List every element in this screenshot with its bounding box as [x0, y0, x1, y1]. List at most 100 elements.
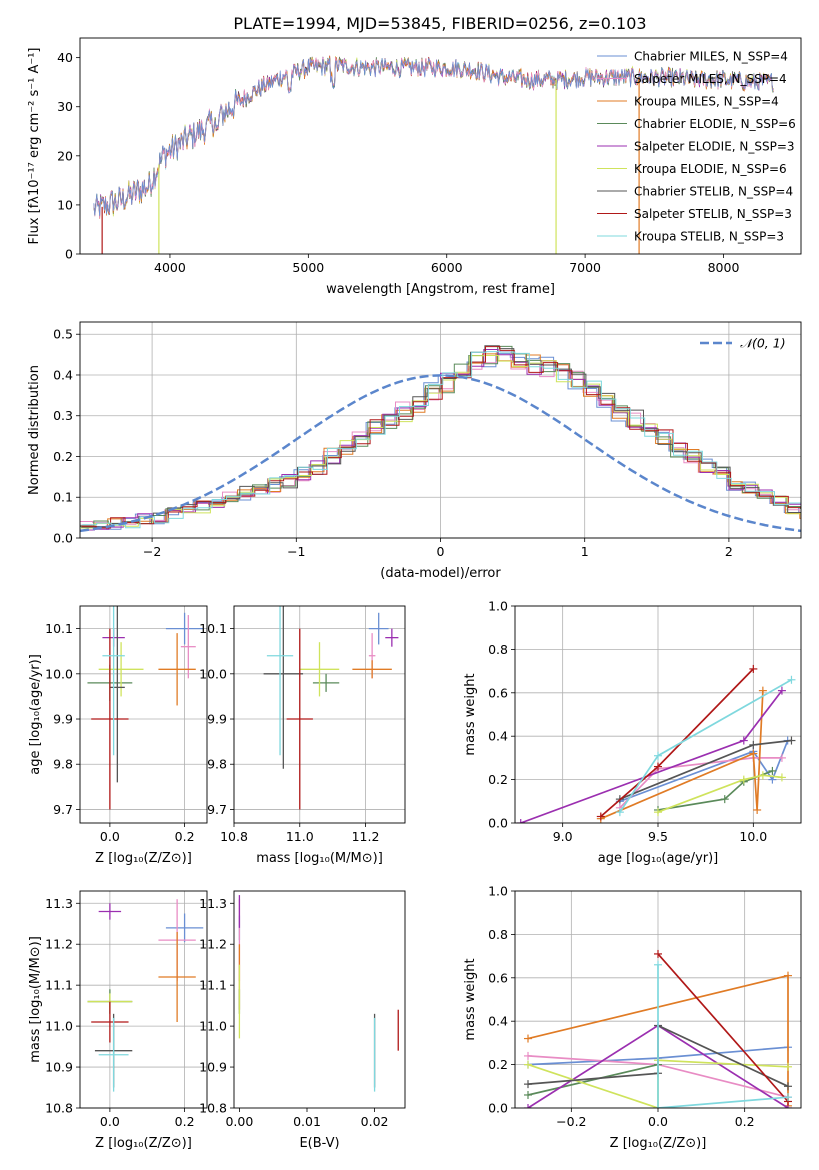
y-tick-label: 0.4 [488, 1014, 508, 1029]
y-axis-label: age [log₁₀(age/yr)] [28, 654, 43, 775]
y-tick-label: 0.8 [488, 642, 508, 657]
x-tick-label: 1 [581, 544, 589, 559]
panel-spectrum: 4000 5000 6000 7000 8000 0 10 20 30 40 wavelength … [27, 37, 802, 297]
legend-label-chabrier-stelib: Chabrier STELIB, N_SSP=4 [634, 185, 793, 199]
y-tick-label: 0.0 [488, 816, 508, 831]
x-tick-label: 9.0 [553, 829, 573, 844]
marker-chabrier-elodie [524, 1090, 532, 1099]
errorbar-salpeter-stelib [91, 628, 129, 810]
plot-area [87, 606, 204, 810]
marker-chabrier-stelib [749, 740, 758, 749]
x-tick-label: −0.2 [556, 1114, 586, 1129]
y-tick-label: 10 [57, 197, 73, 212]
x-tick-label: 0.2 [175, 829, 195, 844]
histogram-kroupa-miles [80, 353, 801, 529]
y-tick-label: 20 [57, 148, 73, 163]
panel-mass-weight-vs-Z: −0.2 0.0 0.2 0.0 0.2 0.4 0.6 0.8 1.0 Z [log₁₀(Z/Z… [463, 884, 802, 1151]
x-tick-label: 7000 [569, 260, 601, 275]
marker-chabrier-stelib [787, 736, 796, 745]
legend-label-salpeter-stelib: Salpeter STELIB, N_SSP=3 [634, 207, 792, 221]
x-tick-label: 0.2 [175, 1114, 195, 1129]
histogram-chabrier-miles [80, 353, 801, 530]
marker-chabrier-elodie [768, 766, 777, 775]
marker-salpeter-elodie [739, 736, 748, 745]
x-tick-label: 0.02 [361, 1114, 389, 1129]
legend-label-chabrier-elodie: Chabrier ELODIE, N_SSP=6 [634, 117, 796, 131]
axes-frame [79, 890, 208, 1109]
marker-salpeter-stelib [596, 812, 605, 821]
plot-area [524, 949, 792, 1108]
x-tick-label: 11.2 [352, 829, 380, 844]
marker-chabrier-elodie [720, 795, 729, 804]
axes-frame [79, 37, 802, 255]
histogram-kroupa-elodie [80, 355, 801, 529]
y-axis-label: Normed distribution [27, 365, 42, 495]
marker-kroupa-miles [749, 749, 758, 758]
x-tick-label: −1 [287, 544, 305, 559]
series-line-salpeter-elodie [520, 690, 783, 823]
histogram-salpeter-miles [80, 351, 801, 528]
errorbar-kroupa-miles [158, 633, 196, 706]
legend-label-kroupa-stelib: Kroupa STELIB, N_SSP=3 [634, 230, 784, 244]
x-axis-label: wavelength [Angstrom, rest frame] [326, 282, 555, 297]
x-tick-label: 0.0 [100, 1114, 120, 1129]
x-tick-label: 5000 [292, 260, 324, 275]
errorbar-salpeter-stelib [286, 628, 313, 810]
marker-salpeter-stelib [749, 664, 758, 673]
marker-salpeter-elodie [516, 819, 525, 823]
y-tick-label: 10.9 [199, 1060, 227, 1075]
marker-kroupa-stelib [784, 1093, 792, 1102]
y-tick-label: 0.8 [488, 927, 508, 942]
series-line-salpeter-stelib [657, 953, 789, 1103]
y-tick-label: 11.0 [45, 1019, 73, 1034]
panel-mass-weight-vs-age: 9.0 9.5 10.0 0.0 0.2 0.4 0.6 0.8 1.0 age [log₁₀(a… [463, 599, 802, 866]
x-axis-label: E(B-V) [299, 1136, 339, 1151]
marker-kroupa-miles [524, 1034, 532, 1043]
panel-residuals: −2 −1 0 1 2 0.0 0.1 0.2 0.3 0.4 0.5 (data-model)/er… [27, 321, 802, 581]
y-tick-label: 11.3 [199, 896, 227, 911]
errorbar-salpeter-miles [180, 615, 196, 679]
errorbar-chabrier-miles [165, 612, 204, 645]
y-tick-label: 0.1 [53, 490, 73, 505]
errorbar-chabrier-miles [165, 913, 204, 943]
y-tick-label: 11.3 [45, 896, 73, 911]
y-tick-label: 0.4 [53, 367, 73, 382]
series-line-kroupa-elodie [657, 774, 782, 813]
panel-age-vs-Z: 0.0 0.2 9.7 9.8 9.9 10.0 10.1 Z [log₁₀(Z/Z⊙)] ag… [28, 605, 208, 866]
x-tick-label: 0.0 [648, 1114, 668, 1129]
marker-salpeter-elodie [524, 1104, 532, 1108]
y-tick-label: 0.5 [53, 327, 73, 342]
y-tick-label: 1.0 [488, 884, 508, 899]
y-tick-label: 1.0 [488, 599, 508, 614]
marker-kroupa-elodie [654, 808, 662, 817]
x-axis-label: age [log₁₀(age/yr)] [598, 851, 719, 866]
marker-salpeter-elodie [777, 686, 786, 695]
marker-kroupa-miles [784, 971, 792, 980]
y-tick-label: 0.3 [53, 408, 73, 423]
plot-area [263, 606, 399, 810]
axes-frame [514, 890, 802, 1109]
errorbar-salpeter-elodie [98, 903, 122, 920]
plot-area [93, 55, 774, 254]
plot-area [80, 345, 801, 533]
errorbar-chabrier-elodie [312, 673, 340, 692]
y-axis-label: Flux [fλ10⁻¹⁷ erg cm⁻² s⁻¹ A⁻¹] [27, 48, 42, 245]
figure-title: PLATE=1994, MJD=53845, FIBERID=0256, z=0… [233, 14, 646, 33]
x-tick-label: 6000 [431, 260, 463, 275]
x-axis-label: Z [log₁₀(Z/Z⊙)] [95, 1136, 192, 1151]
marker-kroupa-stelib [654, 751, 662, 760]
x-axis-label: Z [log₁₀(Z/Z⊙)] [610, 1136, 707, 1151]
y-tick-label: 0.6 [488, 970, 508, 985]
legend-label-salpeter-miles: Salpeter MILES, N_SSP=4 [634, 72, 787, 86]
y-tick-label: 10.1 [45, 621, 73, 636]
y-tick-label: 0.0 [53, 531, 73, 546]
x-tick-label: 0.01 [293, 1114, 321, 1129]
errorbar-salpeter-stelib [91, 1001, 129, 1043]
marker-kroupa-elodie [784, 1062, 792, 1071]
marker-salpeter-miles [524, 1051, 532, 1060]
legend-label-kroupa-elodie: Kroupa ELODIE, N_SSP=6 [634, 162, 787, 176]
legend-label-kroupa-miles: Kroupa MILES, N_SSP=4 [634, 95, 779, 109]
y-tick-label: 10.0 [45, 666, 73, 681]
y-tick-label: 40 [57, 50, 73, 65]
